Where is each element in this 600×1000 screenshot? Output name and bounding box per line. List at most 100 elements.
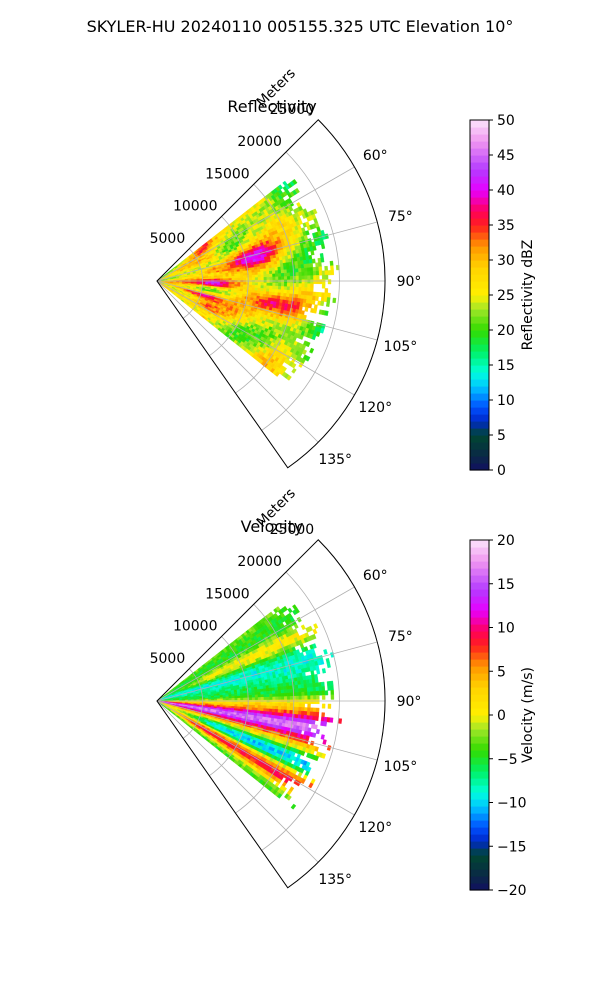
colorbar-tick-label: 10 — [497, 393, 515, 409]
radar-gate — [275, 693, 279, 698]
radar-gate — [251, 274, 256, 278]
radar-gate — [260, 279, 265, 284]
radar-gate — [272, 273, 276, 278]
radar-gate — [289, 703, 294, 708]
radar-gate — [257, 705, 262, 709]
colorbar-band — [470, 197, 489, 205]
radar-gate — [295, 688, 299, 693]
radar-gate — [286, 696, 291, 701]
radar-gate — [231, 278, 235, 281]
radar-gate — [307, 279, 311, 284]
radar-gate — [304, 271, 308, 277]
colorbar-band — [470, 393, 489, 401]
radar-gate — [295, 706, 299, 712]
radar-gate — [278, 282, 282, 287]
radar-gate — [249, 702, 253, 706]
radar-gate — [315, 331, 321, 337]
radar-gate — [310, 279, 314, 284]
radar-gate — [286, 286, 291, 291]
radar-gate — [277, 689, 282, 694]
radar-gate — [298, 290, 302, 296]
radar-gate — [304, 691, 308, 697]
radar-gate — [216, 698, 221, 701]
radar-gate — [330, 265, 334, 271]
radar-gate — [306, 711, 311, 716]
radar-gate — [266, 282, 270, 287]
radar-gate — [316, 279, 320, 285]
radar-gate — [307, 699, 311, 704]
colorbar-band — [470, 337, 489, 345]
radar-gate — [281, 282, 285, 287]
radar-field — [158, 604, 343, 810]
radar-gate — [320, 243, 326, 250]
radar-gate — [289, 283, 294, 288]
colorbar-band — [470, 323, 489, 331]
azimuth-tick-label: 60° — [363, 148, 388, 164]
radar-gate — [310, 699, 314, 704]
radar-gate — [251, 702, 256, 706]
radar-gate — [277, 269, 282, 274]
radar-gate — [286, 283, 291, 288]
radar-gate — [243, 275, 247, 279]
radar-gate — [304, 279, 308, 284]
radar-gate — [263, 276, 268, 281]
colorbar-band — [470, 414, 489, 422]
radar-gate — [301, 691, 305, 697]
radar-gate — [315, 716, 319, 722]
radar-gate — [234, 282, 238, 285]
radar-gate — [234, 697, 238, 701]
radar-gate — [286, 269, 291, 274]
radar-gate — [303, 711, 308, 716]
colorbar-band — [470, 225, 489, 233]
radar-gate — [257, 274, 262, 278]
radar-gate — [289, 692, 294, 697]
radar-gate — [257, 282, 262, 286]
radar-gate — [231, 698, 235, 701]
radar-gate — [254, 282, 259, 286]
colorbar-band — [470, 309, 489, 317]
radar-gate — [305, 230, 310, 236]
radar-gate — [269, 279, 273, 284]
radar-gate — [304, 306, 309, 312]
radar-gate — [275, 705, 279, 710]
radar-gate — [304, 695, 308, 700]
colorbar-band — [470, 260, 489, 268]
radar-gate — [219, 278, 224, 281]
radar-gate — [211, 278, 215, 281]
radar-gate — [313, 279, 317, 284]
radar-gate — [277, 686, 282, 691]
radar-gate — [263, 282, 267, 286]
radar-gate — [280, 706, 285, 711]
radar-gate — [318, 262, 322, 268]
radar-gate — [309, 711, 314, 717]
radar-gate — [257, 287, 261, 292]
radar-gate — [216, 278, 221, 281]
radar-gate — [321, 690, 326, 696]
radar-gate — [283, 706, 288, 711]
radar-gate — [295, 279, 300, 284]
radar-gate — [251, 699, 256, 703]
radar-gate — [237, 273, 241, 277]
radar-gate — [298, 710, 302, 716]
radar-gate — [310, 271, 314, 276]
radar-gate — [332, 297, 337, 304]
radar-gate — [295, 272, 300, 277]
colorbar-band — [470, 428, 489, 436]
radar-gate — [299, 334, 304, 340]
radar-gate — [295, 703, 300, 708]
radar-gate — [268, 267, 273, 272]
radar-gate — [301, 271, 305, 277]
radar-gate — [257, 702, 262, 706]
radar-gate — [325, 301, 330, 307]
radar-gate — [277, 286, 282, 290]
radar-gate — [225, 278, 230, 281]
radar-gate — [281, 702, 285, 707]
radar-gate — [254, 277, 259, 281]
radar-gate — [262, 268, 267, 272]
radar-gate — [228, 696, 232, 699]
colorbar-band — [470, 267, 489, 275]
radar-gate — [324, 265, 328, 271]
radar-gate — [271, 687, 276, 692]
radar-gate — [287, 699, 291, 704]
